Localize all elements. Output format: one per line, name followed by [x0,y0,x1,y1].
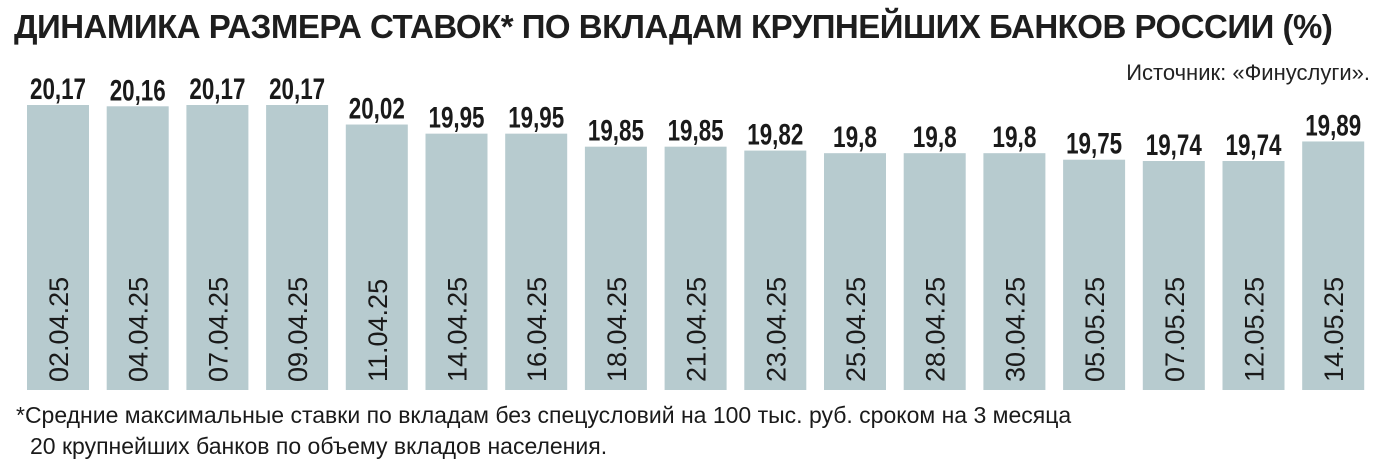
bar [186,105,249,390]
bar [744,150,807,390]
bar-value-label: 19,85 [588,115,644,148]
bar-group: 19,8 25.04.25 [824,121,886,390]
bar-category-label: 12.05.25 [1240,277,1270,382]
bar [106,106,169,391]
bar [1063,159,1126,390]
bar-category-label: 18.04.25 [602,277,632,382]
bar-category-label: 04.04.25 [124,277,154,382]
bar [27,105,89,390]
bar-group: 20,17 07.04.25 [186,73,249,390]
bar-value-label: 20,17 [30,73,86,106]
footnote-line-2: 20 крупнейших банков по объему вкладов н… [30,433,608,459]
bar [1222,161,1285,390]
bar [1302,141,1365,390]
bar-group: 19,85 18.04.25 [584,115,647,390]
bar-category-label: 25.04.25 [841,277,871,382]
bar-value-label: 19,8 [913,121,957,154]
bar-group: 19,74 07.05.25 [1142,129,1205,390]
bar-value-label: 19,8 [833,121,877,154]
bar-category-label: 02.04.25 [44,277,74,382]
bar-value-label: 19,82 [747,119,803,152]
bar-group: 19,75 05.05.25 [1063,128,1126,390]
bar-group: 20,17 02.04.25 [27,73,89,390]
bar-value-label: 19,75 [1066,128,1122,161]
bar-category-label: 23.04.25 [761,277,791,382]
bar [903,153,966,390]
bar-value-label: 19,95 [508,102,564,135]
bar-category-label: 05.05.25 [1080,277,1110,382]
bar-group: 19,85 21.04.25 [664,115,727,390]
bar-category-label: 11.04.25 [363,279,393,382]
bar-group: 19,95 16.04.25 [505,102,568,390]
footnote: *Средние максимальные ставки по вкладам … [16,400,1071,462]
bar-category-label: 16.04.25 [522,277,552,382]
bar-category-label: 14.05.25 [1319,277,1349,382]
bar-value-label: 19,89 [1305,109,1361,142]
bar-chart: 20,1702.04.2520,1604.04.2520,1707.04.252… [27,73,1365,391]
bar [266,105,329,390]
bar-category-label: 07.04.25 [203,277,233,382]
bar [505,133,568,390]
bar-value-label: 19,85 [668,115,724,148]
bar-value-label: 20,17 [189,73,245,106]
bar-group: 19,89 14.05.25 [1302,109,1365,390]
bar-group: 20,02 11.04.25 [345,93,408,390]
bar [1142,161,1205,390]
bar-category-label: 07.05.25 [1160,277,1190,382]
bar-value-label: 20,16 [110,74,166,107]
bar [584,146,647,390]
bar-value-label: 20,02 [349,93,405,126]
bar [824,153,886,390]
bar-category-label: 21.04.25 [682,277,712,382]
bar-group: 19,8 30.04.25 [983,121,1046,390]
bar-group: 19,95 14.04.25 [425,102,488,390]
bar-category-label: 28.04.25 [921,277,951,382]
bar-value-label: 20,17 [269,73,325,106]
source-note: Источник: «Финуслуги». [1126,60,1370,85]
bar [425,133,488,390]
bar [983,153,1046,390]
bar-value-label: 19,8 [992,121,1036,154]
bar-group: 19,74 12.05.25 [1222,129,1285,390]
bar-value-label: 19,74 [1146,129,1202,162]
bar [345,124,408,390]
bar-value-label: 19,95 [429,102,485,135]
bar-group: 20,16 04.04.25 [106,74,169,391]
bar-group: 19,8 28.04.25 [903,121,966,390]
bar-category-label: 09.04.25 [283,277,313,382]
footnote-line-1: *Средние максимальные ставки по вкладам … [16,402,1072,428]
bar-group: 20,17 09.04.25 [266,73,329,390]
bar-category-label: 30.04.25 [1000,277,1030,382]
bar-group: 19,82 23.04.25 [744,119,807,390]
chart-title: ДИНАМИКА РАЗМЕРА СТАВОК* ПО ВКЛАДАМ КРУП… [14,8,1333,45]
bar [664,146,727,390]
bar-category-label: 14.04.25 [443,277,473,382]
bar-value-label: 19,74 [1226,129,1282,162]
